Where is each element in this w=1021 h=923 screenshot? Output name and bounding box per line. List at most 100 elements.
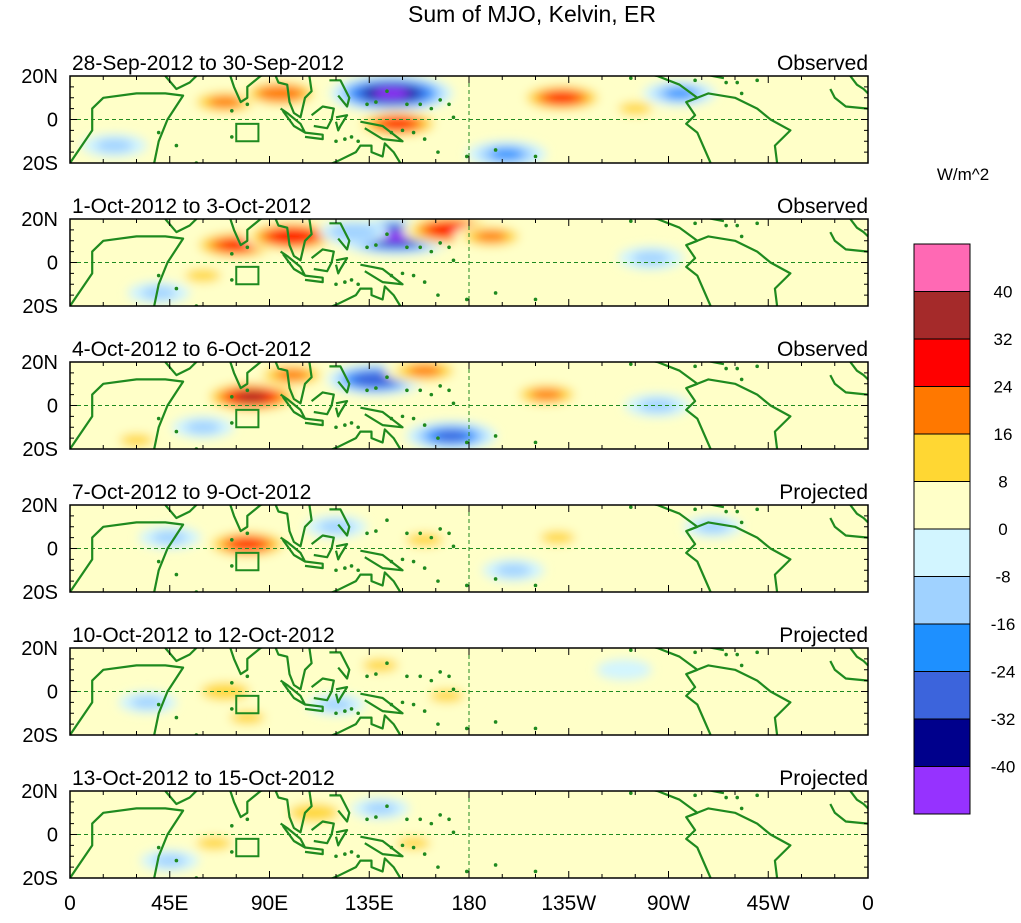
colorbar-swatch [913,243,971,292]
coastline [203,362,314,405]
island [533,440,538,445]
lat-tick-label: 20S [22,725,58,747]
panel-ticks [69,218,869,307]
island [429,249,434,254]
island [724,223,728,228]
colorbar-level-label: 24 [994,378,1013,397]
island [343,423,347,427]
coastline [330,857,402,878]
island [374,386,378,390]
panel-date-range: 13-Oct-2012 to 15-Oct-2012 [72,767,335,790]
coastline [360,549,404,572]
island [629,219,633,223]
island [343,709,347,713]
anomaly-blobs [140,797,608,872]
colorbar-level-label: 40 [994,283,1013,302]
colorbar-swatch [913,576,971,625]
island [230,278,234,282]
island [629,505,633,509]
colorbar-swatch [913,433,971,482]
panel-kind-label: Observed [777,195,868,218]
coastline [310,105,335,130]
island [356,282,360,287]
island [436,293,440,297]
coastline [164,505,198,520]
anomaly-feature-6 [466,140,547,163]
coastline [334,114,349,132]
panel-kind-label: Projected [779,481,868,504]
anomaly-feature-1 [201,529,293,559]
island [739,663,744,668]
island [334,139,338,144]
lat-tick-label: 0 [47,539,58,561]
anomaly-blobs [107,362,691,449]
island [438,241,442,245]
island [245,102,250,107]
panel-4: 20N 0 20S 7-Oct-2012 to 9-Oct-2012 Projected [21,481,869,604]
index-box [235,122,260,143]
anomaly-field [127,219,684,305]
island [365,388,369,393]
coastline [304,560,324,570]
coastline [279,536,307,563]
coastline [829,517,868,539]
coastline [310,820,335,845]
coastline [360,406,404,429]
island [405,245,409,250]
island [343,280,347,284]
island [405,674,409,679]
island [464,154,469,159]
index-box [235,837,260,858]
island [422,280,427,284]
island [356,568,360,573]
coastline [334,542,349,561]
coastline [279,393,307,420]
coastline [304,274,324,284]
panel-kind-label: Projected [779,767,868,790]
colorbar-swatch [913,338,971,387]
coastline [360,263,404,286]
island [245,817,250,822]
colorbar-swatch [913,766,971,815]
island [693,364,697,369]
lat-tick-label: 20S [22,296,58,318]
island [374,529,378,533]
island [724,366,728,371]
island [374,243,378,247]
island [755,793,759,798]
index-box [235,265,260,286]
island [533,869,538,874]
coastline [829,803,868,825]
anomaly-field [81,76,716,163]
island [447,245,451,250]
island [735,80,740,85]
coastline [849,219,868,238]
coastline [203,648,314,691]
island [739,520,744,525]
coastline [279,822,307,849]
island [334,425,338,430]
anomaly-feature-5 [140,849,199,872]
island [174,429,179,434]
island [739,806,744,811]
island [230,681,234,685]
coastline [829,660,868,682]
island [400,700,405,705]
panel-1: 20N 0 20S 28-Sep-2012 to 30-Sep-2012 Observe… [21,52,869,175]
coastline [849,76,868,95]
coastline [334,400,349,418]
island [429,106,434,111]
anomaly-feature-8 [127,281,190,305]
coastlines [70,362,868,449]
island [451,830,456,835]
coastline [685,807,792,878]
lat-tick-label: 20S [22,868,58,890]
island [230,538,234,542]
index-box [235,694,260,715]
island [385,661,389,666]
island [400,557,405,562]
lat-tick-label: 20S [22,153,58,175]
island [190,592,194,596]
panel-date-range: 4-Oct-2012 to 6-Oct-2012 [72,338,311,361]
island [739,234,744,239]
